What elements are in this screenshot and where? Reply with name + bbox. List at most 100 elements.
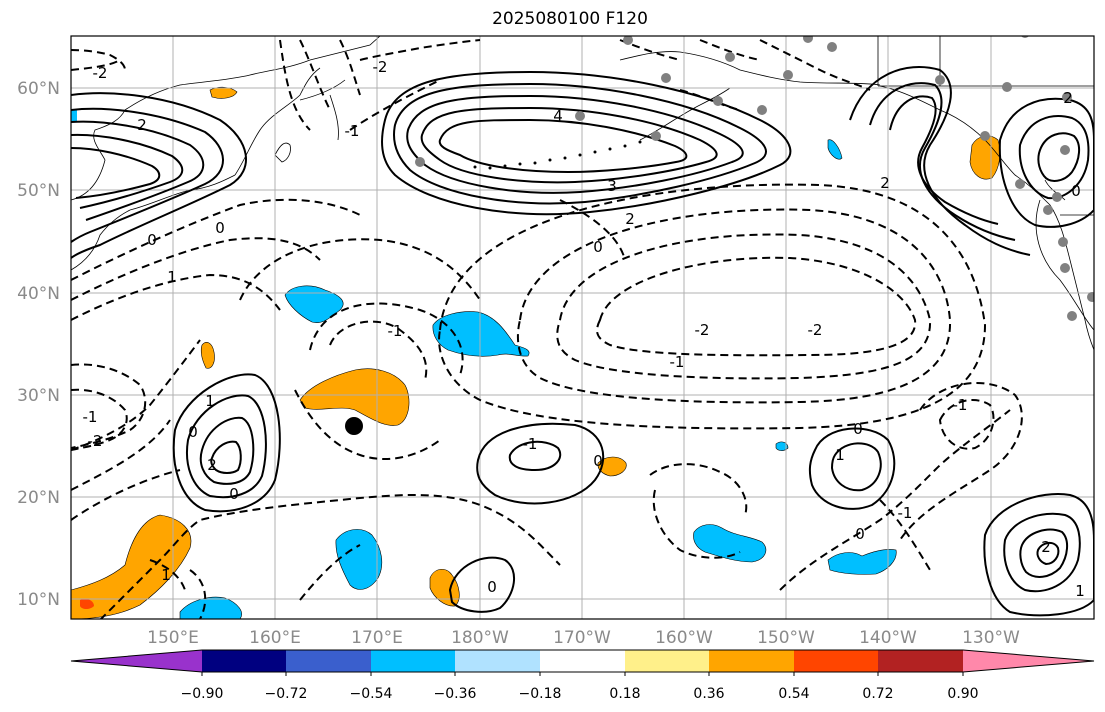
colorbar-segment <box>455 650 540 672</box>
colorbar: −0.90 −0.72 −0.54 −0.36 −0.18 0.18 0.36 … <box>70 649 1095 702</box>
colorbar-label: −0.90 <box>181 686 224 702</box>
red-patch <box>80 598 94 609</box>
contour-label: 4 <box>553 107 563 125</box>
contour-label: -1 <box>345 122 360 140</box>
lon-tick-label: 150°E <box>147 628 199 648</box>
lon-tick-label: 150°W <box>757 628 815 648</box>
contour-label: -2 <box>93 64 108 82</box>
colorbar-segment <box>963 650 1094 672</box>
blue-patch <box>179 596 242 619</box>
contour-label: 0 <box>855 525 865 543</box>
colorbar-label: 0.18 <box>609 686 640 702</box>
colorbar-label: −0.54 <box>350 686 393 702</box>
orange-patch <box>429 569 460 607</box>
orange-patch <box>200 342 215 369</box>
contour-label: 2 <box>880 174 890 192</box>
colorbar-segment <box>625 650 709 672</box>
lat-tick-label: 40°N <box>17 284 60 304</box>
storm-center-marker <box>345 417 363 435</box>
lon-tick-label: 180°W <box>451 628 509 648</box>
contour-label: 1 <box>161 566 171 584</box>
contour-label: 3 <box>607 177 617 195</box>
colorbar-segment <box>202 650 286 672</box>
contour-label: -1 <box>523 435 538 453</box>
contour-label: 2 <box>207 456 217 474</box>
longitude-ticks: 150°E 160°E 170°E 180°W 170°W 160°W 150°… <box>147 628 1020 648</box>
colorbar-labels: −0.90 −0.72 −0.54 −0.36 −0.18 0.18 0.36 … <box>181 686 979 702</box>
shaded-anomaly-areas <box>71 86 1001 619</box>
contour-label: 0 <box>1071 182 1081 200</box>
map-title: 2025080100 F120 <box>492 9 648 29</box>
blue-patch <box>71 110 77 122</box>
lon-tick-label: 140°W <box>859 628 917 648</box>
station-dots <box>415 36 1094 321</box>
colorbar-segment <box>540 650 625 672</box>
lat-tick-label: 10°N <box>17 590 60 610</box>
contour-label: 0 <box>188 423 198 441</box>
colorbar-label: 0.90 <box>947 686 978 702</box>
colorbar-segment <box>794 650 878 672</box>
colorbar-label: −0.36 <box>434 686 477 702</box>
colorbar-segment <box>878 650 963 672</box>
lon-tick-label: 160°W <box>655 628 713 648</box>
contour-label: 0 <box>593 452 603 470</box>
contour-label: 0 <box>215 219 225 237</box>
lat-tick-label: 20°N <box>17 488 60 508</box>
contour-label: -1 <box>83 408 98 426</box>
blue-patch <box>284 285 344 323</box>
coastlines <box>71 36 1094 351</box>
orange-patch <box>299 368 410 426</box>
blue-patch <box>775 441 789 451</box>
contour-label: 1 <box>167 268 177 286</box>
contour-label: -1 <box>670 353 685 371</box>
contour-label: 1 <box>205 392 215 410</box>
colorbar-label: −0.18 <box>519 686 562 702</box>
contour-label: 2 <box>625 210 635 228</box>
lon-tick-label: 170°W <box>553 628 611 648</box>
colorbar-label: 0.36 <box>693 686 724 702</box>
contour-label: -1 <box>898 504 913 522</box>
blue-patch <box>693 524 767 563</box>
contour-label: 0 <box>487 578 497 596</box>
blue-patch <box>335 529 383 590</box>
contour-label: 0 <box>853 420 863 438</box>
negative-contours <box>71 39 1023 619</box>
lon-tick-label: 130°W <box>962 628 1020 648</box>
aleutian-islands <box>473 140 642 170</box>
contour-label: 2 <box>137 116 147 134</box>
colorbar-segment <box>286 650 371 672</box>
latitude-ticks: 60°N 50°N 40°N 30°N 20°N 10°N <box>17 79 60 610</box>
positive-contours <box>71 66 1094 617</box>
colorbar-segment <box>371 650 455 672</box>
contour-label: -1 <box>388 322 403 340</box>
contour-label: 2 <box>1041 538 1051 556</box>
contour-label: 2 <box>1063 89 1073 107</box>
lat-tick-label: 60°N <box>17 79 60 99</box>
lat-tick-label: 50°N <box>17 181 60 201</box>
lon-tick-label: 160°E <box>249 628 301 648</box>
blue-patch <box>432 311 530 357</box>
contour-label: 1 <box>1075 582 1085 600</box>
colorbar-label: 0.54 <box>778 686 809 702</box>
contour-label: 0 <box>147 231 157 249</box>
orange-patch <box>969 135 1001 180</box>
orange-patch <box>71 514 192 619</box>
contour-labels: -2 0 2 -2 -1 0 1 2 3 4 -2 -2 -1 0 -1 1 0… <box>83 58 1085 600</box>
contour-label: -2 <box>808 321 823 339</box>
colorbar-segment <box>709 650 794 672</box>
gridlines <box>71 36 1094 619</box>
contour-label: -2 <box>88 432 103 450</box>
blue-patch <box>827 139 843 160</box>
contour-label: -2 <box>695 321 710 339</box>
colorbar-label: 0.72 <box>862 686 893 702</box>
lat-tick-label: 30°N <box>17 386 60 406</box>
colorbar-segment <box>71 650 202 672</box>
map-frame <box>70 35 1095 620</box>
lon-tick-label: 170°E <box>351 628 403 648</box>
blue-patch <box>827 549 897 575</box>
contour-label: -1 <box>953 396 968 414</box>
colorbar-label: −0.72 <box>265 686 308 702</box>
colorbar-segments <box>70 649 1095 676</box>
contour-label: 0 <box>593 238 603 256</box>
